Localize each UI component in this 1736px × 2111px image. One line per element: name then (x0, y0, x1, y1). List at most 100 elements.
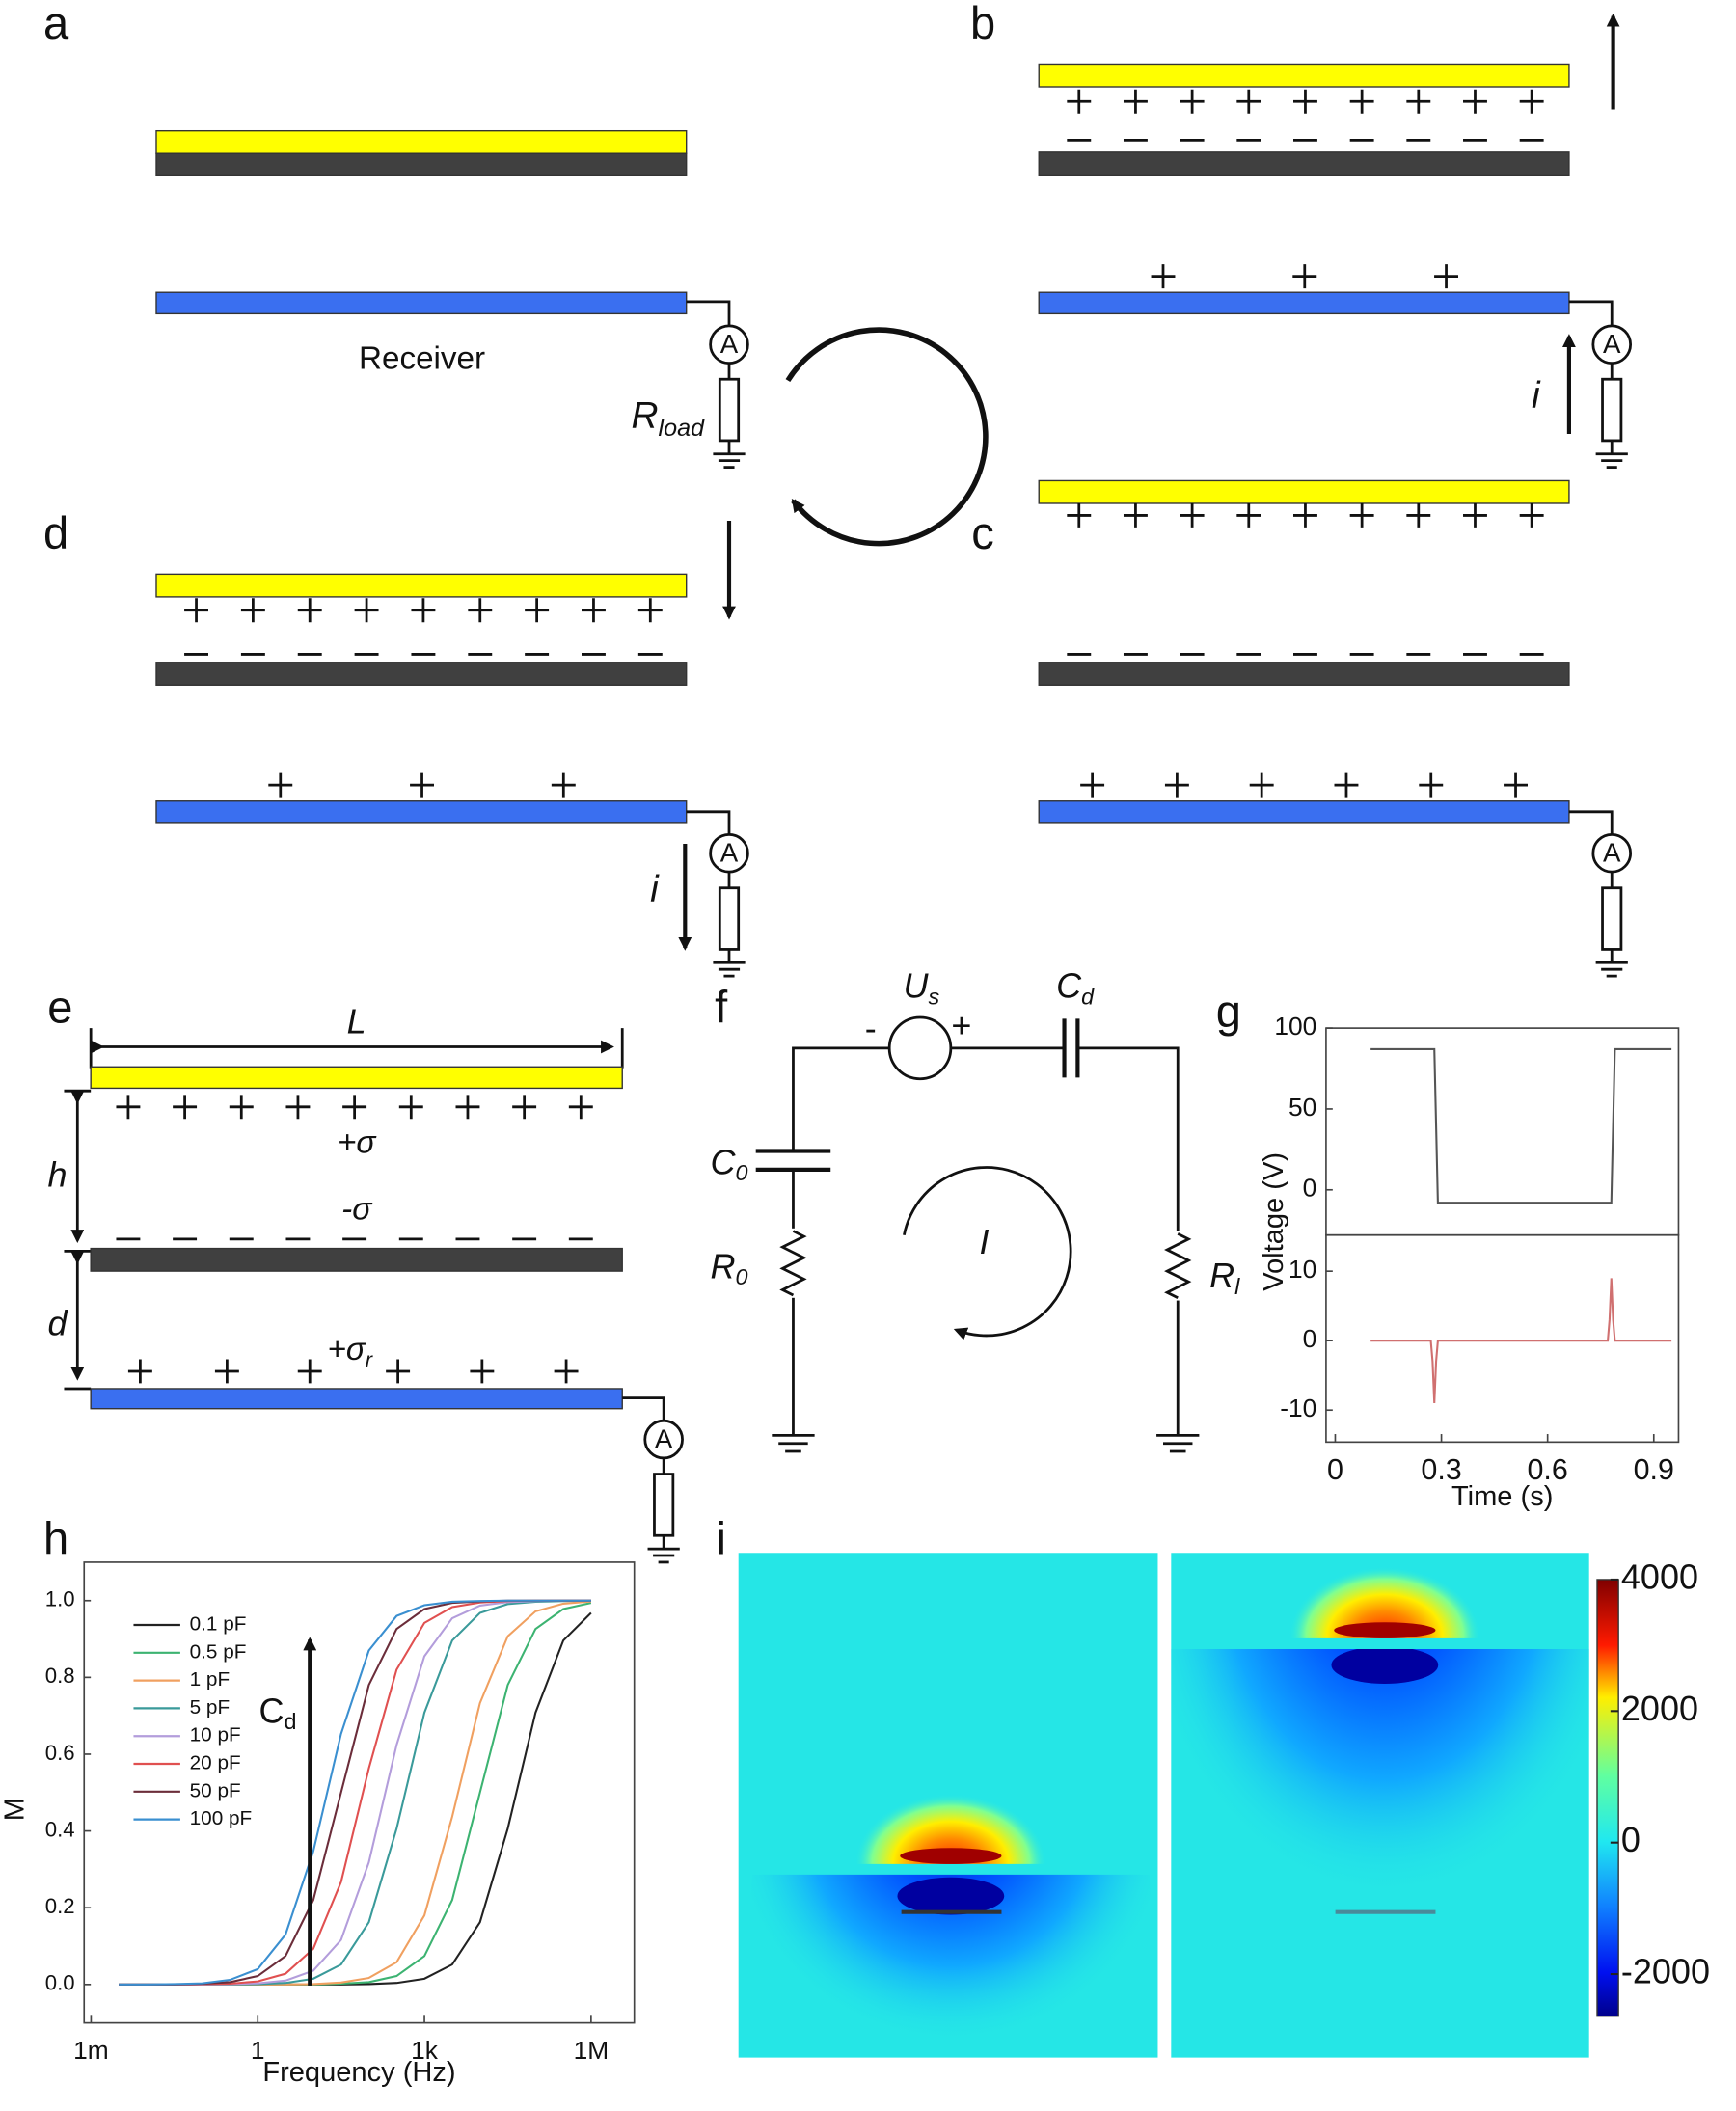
legend-label: 5 pF (190, 1696, 231, 1719)
colorbar (1596, 1579, 1619, 2017)
resistor (1601, 886, 1623, 951)
dielectric (155, 662, 688, 686)
receiver-electrode (90, 1388, 623, 1410)
y-tick-label: 100 (1274, 1012, 1316, 1041)
plus-charge (1080, 772, 1105, 798)
ammeter-label: A (720, 837, 739, 867)
resistor (718, 886, 741, 951)
panel-label: a (43, 0, 69, 48)
plus-charge (1349, 89, 1374, 114)
x-tick-label: 1m (73, 2036, 109, 2065)
data-line (1370, 1278, 1672, 1404)
y-tick-label: 50 (1288, 1093, 1316, 1122)
annotation-label: Cd (258, 1691, 296, 1734)
resistor (718, 377, 741, 443)
plus-charge (173, 1095, 198, 1120)
wire (1568, 300, 1614, 326)
resistor (779, 1230, 807, 1297)
plot-frame (83, 1561, 636, 2024)
x-tick-label: 1k (411, 2036, 439, 2065)
capacitor-label-sub: d (1081, 985, 1095, 1010)
colorbar-tick-label: 2000 (1621, 1689, 1698, 1728)
ammeter-label: A (1603, 329, 1621, 359)
electrode (1038, 479, 1570, 504)
plus-charge (470, 1359, 495, 1384)
plus-charge (1164, 772, 1189, 798)
y-tick-label: 0 (1303, 1324, 1317, 1353)
capacitor-label-main: C (710, 1142, 736, 1181)
resistor-label: R0 (710, 1246, 747, 1289)
plus-charge (297, 1359, 322, 1384)
plus-charge (525, 598, 550, 623)
plus-charge (127, 1359, 152, 1384)
receiver-electrode (1038, 291, 1570, 315)
x-tick-label: 1 (251, 2036, 265, 2065)
plus-charge (512, 1095, 537, 1120)
plus-charge (1463, 502, 1487, 528)
plus-charge (1123, 89, 1148, 114)
charge-label: -σ (341, 1192, 373, 1228)
legend-label: 0.1 pF (190, 1613, 247, 1636)
wire (686, 300, 731, 326)
plus-charge (1504, 772, 1528, 798)
panel-label: f (715, 982, 728, 1033)
plot-frame (1325, 1233, 1680, 1444)
resistor-label: Rl (1209, 1256, 1240, 1299)
field-core (1334, 1622, 1436, 1638)
x-axis-label: Frequency (Hz) (262, 2057, 455, 2088)
plus-charge (1519, 89, 1544, 114)
legend-label: 20 pF (190, 1751, 241, 1773)
data-line (1370, 1047, 1672, 1204)
plus-charge (398, 1095, 423, 1120)
field-core (1331, 1648, 1439, 1684)
plus-charge (1434, 264, 1458, 289)
panel-label: g (1216, 986, 1241, 1037)
plus-charge (1293, 89, 1317, 114)
dielectric (1038, 151, 1570, 176)
legend-label: 0.5 pF (190, 1640, 247, 1663)
panel-label: b (970, 0, 995, 48)
length-label: L (347, 1001, 366, 1041)
plus-charge (568, 1095, 593, 1120)
plus-charge (1406, 89, 1431, 114)
field-negative (1171, 1648, 1589, 1989)
plus-charge (582, 598, 606, 623)
panel-label: h (43, 1513, 68, 1564)
plot-frame (1325, 1027, 1680, 1236)
plus-charge (551, 772, 576, 798)
wire (622, 1396, 665, 1421)
ammeter-label: A (1603, 837, 1621, 867)
plus-charge (1463, 89, 1487, 114)
wire (792, 1046, 1180, 1436)
polarity-label: + (951, 1006, 971, 1045)
charge-label-sub: r (366, 1347, 373, 1371)
electrode (1038, 63, 1570, 88)
wire (686, 810, 731, 835)
field-core (897, 1877, 1005, 1915)
wire (1568, 810, 1614, 835)
load-resistor-label-main: R (632, 395, 659, 437)
dielectric (1038, 662, 1570, 686)
plus-charge (1292, 264, 1317, 289)
plus-charge (637, 598, 663, 623)
load-resistor-label: Rload (632, 395, 706, 442)
ammeter-label: A (655, 1423, 673, 1453)
source-label: Us (904, 965, 940, 1009)
x-tick-label: 0.9 (1634, 1453, 1674, 1486)
panel-label: i (716, 1513, 725, 1564)
x-tick-label: 0.3 (1421, 1453, 1461, 1486)
gap-label: d (48, 1303, 68, 1342)
plus-charge (1151, 264, 1176, 289)
receiver-electrode (155, 800, 688, 824)
resistor-label-main: R (1209, 1256, 1234, 1295)
dielectric (155, 152, 688, 176)
colorbar-tick-label: 0 (1621, 1820, 1641, 1859)
x-tick-label: 0 (1327, 1453, 1343, 1486)
plus-charge (1406, 502, 1431, 528)
plus-charge (1293, 502, 1317, 528)
charge-label-main: +σ (327, 1332, 366, 1367)
current-label: i (650, 869, 660, 910)
plus-charge (468, 598, 493, 623)
plus-charge (455, 1095, 480, 1120)
y-tick-label: 0.0 (45, 1971, 75, 1995)
